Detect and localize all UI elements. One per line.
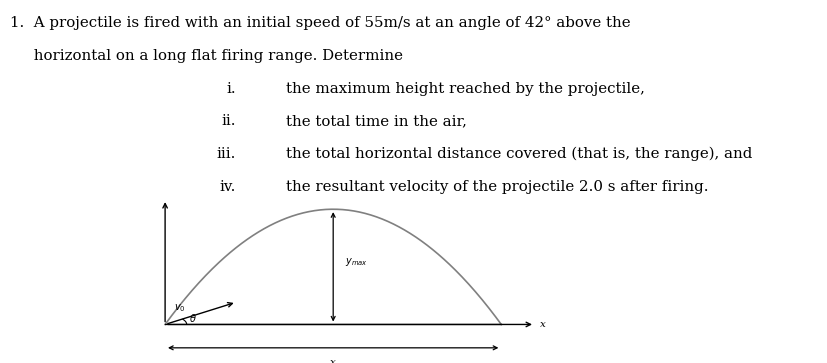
Text: the total time in the air,: the total time in the air,	[285, 114, 466, 129]
Text: ii.: ii.	[221, 114, 236, 129]
Text: $v_0$: $v_0$	[174, 302, 186, 314]
Text: the resultant velocity of the projectile 2.0 s after firing.: the resultant velocity of the projectile…	[285, 180, 707, 194]
Text: x: x	[330, 358, 336, 363]
Text: horizontal on a long flat firing range. Determine: horizontal on a long flat firing range. …	[10, 49, 403, 63]
Text: the total horizontal distance covered (that is, the range), and: the total horizontal distance covered (t…	[285, 147, 751, 162]
Text: x: x	[539, 320, 545, 329]
Text: 1.  A projectile is fired with an initial speed of 55m/s at an angle of 42° abov: 1. A projectile is fired with an initial…	[10, 16, 630, 30]
Text: iii.: iii.	[217, 147, 236, 161]
Text: $\theta$: $\theta$	[189, 311, 197, 324]
Text: iv.: iv.	[219, 180, 236, 194]
Text: the maximum height reached by the projectile,: the maximum height reached by the projec…	[285, 82, 643, 96]
Text: $y_{max}$: $y_{max}$	[345, 256, 368, 268]
Text: i.: i.	[226, 82, 236, 96]
